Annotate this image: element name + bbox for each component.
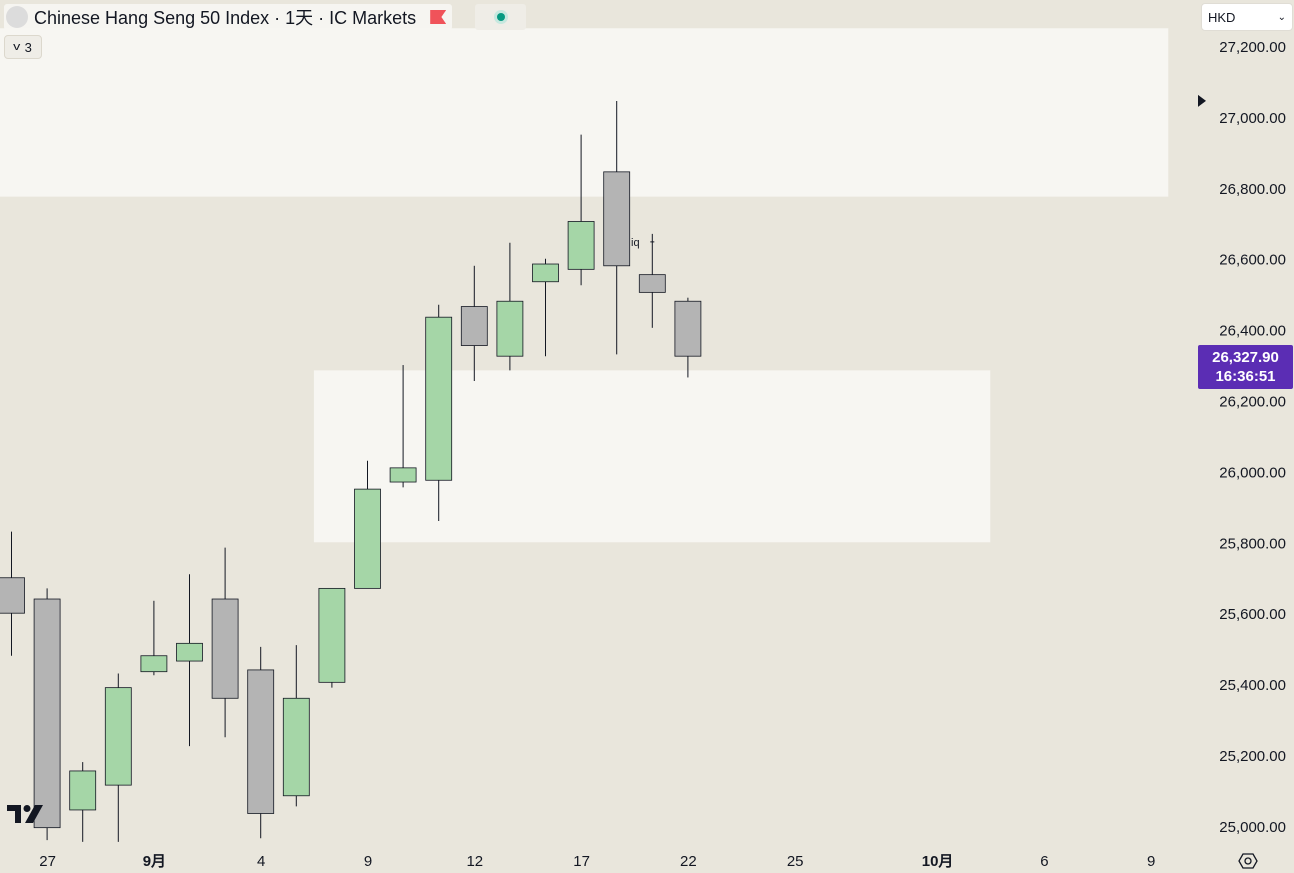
candle-body-up (567, 221, 595, 270)
price-tick-label: 25,800.00 (1219, 535, 1286, 552)
candle-body-up (354, 488, 381, 589)
chevron-down-icon: v (13, 41, 21, 53)
candle-body-up (318, 587, 346, 683)
time-tick-label: 17 (573, 853, 590, 870)
candle-body-down (211, 598, 239, 699)
candle-body-up (425, 316, 453, 481)
candle-body-down (674, 300, 702, 357)
candle (425, 304, 453, 522)
symbol-legend[interactable]: Chinese Hang Seng 50 Index · 1天 · IC Mar… (4, 4, 453, 30)
price-tick-label: 25,400.00 (1219, 677, 1286, 694)
market-open-dot-icon (496, 13, 505, 21)
candle (282, 645, 310, 807)
candle-body-down (33, 598, 61, 829)
zone-rect (313, 370, 991, 543)
time-tick-label: 12 (466, 853, 483, 870)
time-tick-label: 9月 (143, 853, 166, 870)
settings-icon[interactable] (1238, 851, 1258, 871)
symbol-title[interactable]: Chinese Hang Seng 50 Index · 1天 · IC Mar… (34, 8, 417, 28)
candle (638, 233, 666, 328)
candle-body-up (176, 642, 203, 662)
candle (318, 587, 346, 688)
tradingview-logo-icon[interactable] (7, 803, 49, 825)
currency-value: HKD (1208, 9, 1236, 25)
candle (567, 134, 595, 286)
candle-body-up (496, 300, 524, 357)
candle-body-up (104, 687, 132, 786)
indicators-collapse-button[interactable]: v 3 (4, 35, 42, 59)
candle-body-down (603, 171, 631, 267)
candle (247, 646, 275, 839)
price-axis-bg (1198, 0, 1294, 873)
last-price-value: 26,327.90 (1212, 349, 1279, 366)
time-tick-label: 9 (1147, 853, 1155, 870)
price-tick-label: 26,800.00 (1219, 181, 1286, 198)
candle (140, 600, 168, 676)
price-tick-label: 25,600.00 (1219, 606, 1286, 623)
liquidity-label: iq (631, 237, 640, 249)
candle (69, 762, 97, 842)
price-axis[interactable]: 27,200.00 27,000.00 26,800.00 26,600.00 26,4… (1198, 0, 1294, 873)
candle (33, 588, 61, 841)
candle-body-up (140, 655, 168, 673)
time-tick-label: 27 (39, 853, 56, 870)
time-tick-label: 10月 (922, 853, 954, 870)
time-tick-label: 4 (257, 853, 265, 870)
candle (532, 258, 559, 357)
flag-icon[interactable] (430, 10, 447, 24)
supply-demand-zones (0, 28, 1169, 543)
candle-body-down (638, 274, 666, 293)
candle (176, 574, 203, 747)
price-tick-label: 27,200.00 (1219, 39, 1286, 56)
price-tick-label: 26,000.00 (1219, 464, 1286, 481)
candle (460, 265, 488, 382)
price-tick-label: 26,600.00 (1219, 252, 1286, 269)
candle-body-down (0, 577, 25, 614)
candle (211, 547, 239, 738)
time-tick-label: 25 (787, 853, 804, 870)
candle (0, 531, 25, 656)
candlestick-series (0, 100, 702, 842)
candle-body-up (69, 770, 97, 811)
price-tick-label: 25,000.00 (1219, 819, 1286, 836)
candle (603, 100, 631, 355)
candle (354, 460, 381, 589)
last-price-badge: 26,327.90 16:36:51 (1198, 345, 1293, 389)
price-tick-label: 26,400.00 (1219, 323, 1286, 340)
candle (496, 242, 524, 371)
candle-body-down (247, 669, 275, 814)
indicator-count: 3 (24, 39, 32, 55)
price-tick-label: 25,200.00 (1219, 748, 1286, 765)
candle-body-down (460, 306, 488, 346)
candle (389, 365, 417, 488)
bar-countdown: 16:36:51 (1215, 368, 1276, 385)
candle-body-up (282, 697, 310, 797)
candle-body-up (389, 467, 417, 483)
price-tick-label: 27,000.00 (1219, 110, 1286, 127)
candle (104, 673, 132, 842)
time-tick-label: 6 (1040, 853, 1048, 870)
chevron-down-icon: ⌄ (1277, 11, 1286, 23)
symbol-logo-icon (6, 6, 28, 28)
zone-rect (0, 28, 1169, 197)
candle-body-up (532, 263, 559, 283)
market-status[interactable] (475, 4, 526, 30)
time-axis[interactable]: 27 9月 4 9 12 17 22 25 10月 6 9 (39, 853, 1155, 870)
candle (674, 297, 702, 378)
time-tick-label: 22 (680, 853, 697, 870)
currency-select[interactable]: HKD ⌄ (1201, 3, 1293, 31)
price-tick-label: 26,200.00 (1219, 394, 1286, 411)
time-tick-label: 9 (364, 853, 372, 870)
triangle-right-icon (1198, 94, 1206, 107)
